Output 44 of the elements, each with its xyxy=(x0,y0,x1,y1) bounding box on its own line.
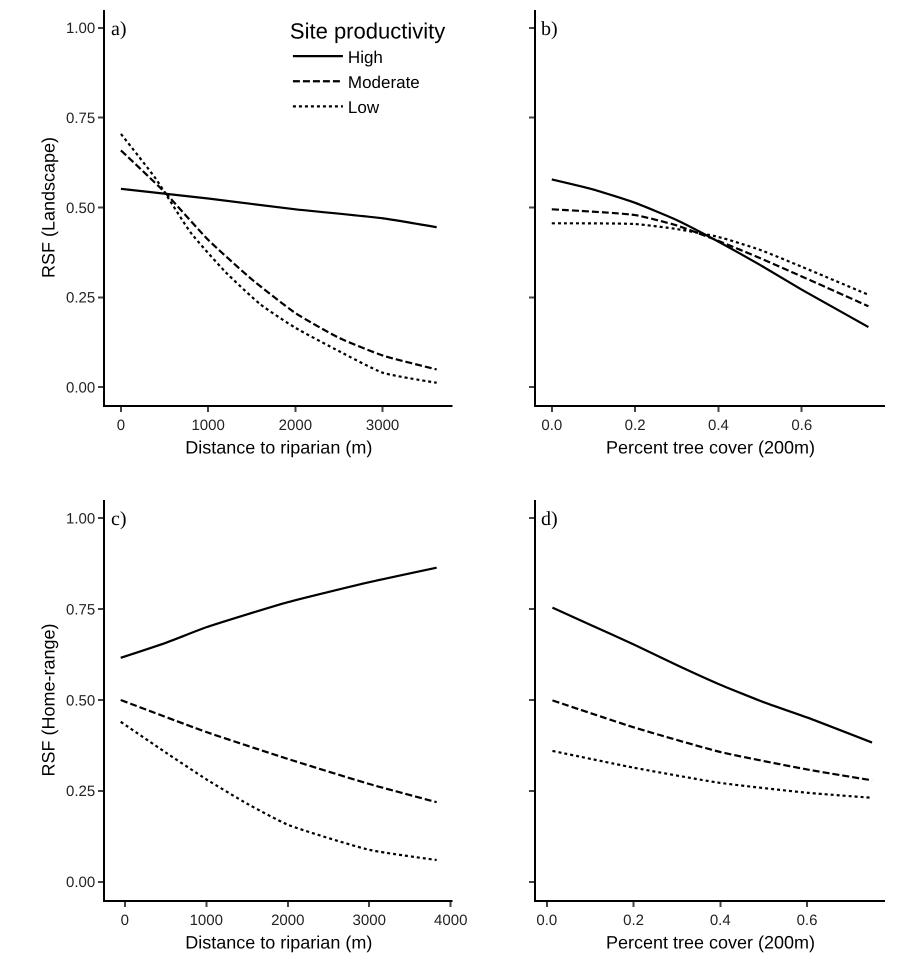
y-axis-title: RSF (Landscape) xyxy=(38,136,59,278)
legend-label: Moderate xyxy=(348,72,420,92)
x-axis-title: Percent tree cover (200m) xyxy=(606,932,816,953)
x-tick-label: 0.0 xyxy=(536,912,558,929)
y-tick-label: 0.00 xyxy=(66,379,96,396)
annotation: d) xyxy=(541,508,558,530)
y-tick-label: 0.25 xyxy=(66,783,96,800)
x-axis-title: Percent tree cover (200m) xyxy=(606,438,816,458)
annotation: b) xyxy=(541,18,558,40)
x-tick-label: 2000 xyxy=(271,912,304,929)
line-series xyxy=(120,698,438,804)
legend-title: Site productivity xyxy=(290,18,446,44)
y-tick-label: 0.25 xyxy=(66,290,96,307)
x-tick-label: 0 xyxy=(120,912,129,929)
line-series xyxy=(120,566,438,659)
y-axis-title: RSF (Home-range) xyxy=(38,623,59,777)
x-tick-label: 0.6 xyxy=(791,417,812,434)
y-tick-label: 0.50 xyxy=(66,200,96,217)
y-tick-label: 0.50 xyxy=(66,692,96,710)
x-tick-label: 0.6 xyxy=(796,912,818,929)
x-tick-label: 0.4 xyxy=(708,417,729,434)
annotation: a) xyxy=(111,18,127,40)
line-series xyxy=(120,720,438,862)
x-axis-title: Distance to riparian (m) xyxy=(185,438,372,458)
x-tick-label: 4000 xyxy=(434,912,468,929)
y-tick-label: 0.75 xyxy=(66,110,96,127)
x-tick-label: 1000 xyxy=(190,912,223,929)
y-tick-label: 0.00 xyxy=(66,874,96,892)
y-tick-label: 1.00 xyxy=(66,20,96,38)
legend-label: High xyxy=(348,48,383,67)
legend-label: Low xyxy=(348,98,380,117)
x-tick-label: 0.2 xyxy=(624,417,646,434)
x-tick-label: 3000 xyxy=(366,417,400,434)
x-tick-label: 0.2 xyxy=(623,912,644,929)
x-tick-label: 2000 xyxy=(278,417,312,434)
annotation: c) xyxy=(111,508,127,530)
x-axis-title: Distance to riparian (m) xyxy=(185,932,372,953)
x-tick-label: 0.0 xyxy=(541,417,562,434)
x-tick-label: 0 xyxy=(116,417,126,434)
x-tick-label: 0.4 xyxy=(710,912,731,929)
y-tick-label: 1.00 xyxy=(66,510,96,528)
x-tick-label: 3000 xyxy=(352,912,386,929)
y-tick-label: 0.75 xyxy=(66,601,96,618)
x-tick-label: 1000 xyxy=(191,417,225,434)
